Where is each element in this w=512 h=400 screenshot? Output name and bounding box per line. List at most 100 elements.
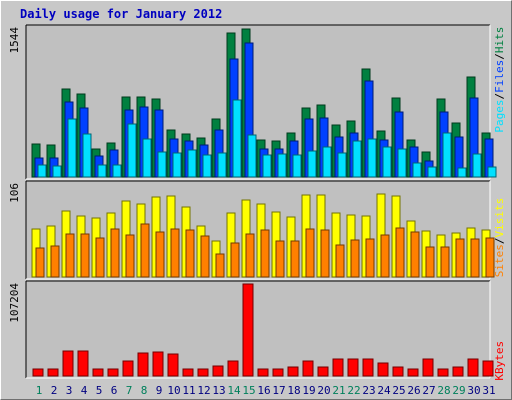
bar-sites-day-27: [425, 246, 435, 278]
bar-pages-day-31: [487, 166, 497, 178]
bar-pages-day-24: [382, 146, 392, 178]
x-tick-day-5: 5: [96, 384, 103, 397]
bar-kbytes-day-31: [482, 360, 494, 377]
bar-kbytes-day-30: [467, 358, 479, 377]
bar-pages-day-21: [337, 152, 347, 178]
panel-3-ymax-label: 107204: [8, 283, 21, 323]
x-tick-day-11: 11: [182, 384, 195, 397]
bar-sites-day-4: [80, 233, 90, 278]
bar-kbytes-day-29: [452, 366, 464, 377]
x-tick-day-14: 14: [227, 384, 241, 397]
bar-pages-day-9: [157, 151, 167, 178]
legend-separator: /: [493, 93, 506, 100]
bar-pages-day-27: [427, 166, 437, 178]
bar-sites-day-9: [155, 231, 165, 278]
bar-kbytes-day-17: [272, 368, 284, 377]
bar-kbytes-day-26: [407, 368, 419, 377]
bar-sites-day-15: [245, 233, 255, 278]
bar-kbytes-day-24: [377, 362, 389, 377]
panel-2-ymax-label: 106: [8, 183, 21, 203]
bar-pages-day-17: [277, 153, 287, 178]
bar-kbytes-day-13: [212, 365, 224, 377]
bar-sites-day-24: [380, 234, 390, 278]
bar-pages-day-30: [472, 153, 482, 178]
bar-sites-day-29: [455, 238, 465, 278]
bar-pages-day-22: [352, 140, 362, 178]
bar-sites-day-8: [140, 223, 150, 278]
bar-pages-day-6: [112, 164, 122, 178]
bar-kbytes-day-2: [47, 368, 59, 377]
bar-kbytes-day-18: [287, 366, 299, 377]
x-tick-day-7: 7: [126, 384, 133, 397]
x-tick-day-10: 10: [167, 384, 180, 397]
bar-kbytes-day-19: [302, 360, 314, 377]
x-tick-day-25: 25: [392, 384, 405, 397]
bar-pages-day-13: [217, 152, 227, 178]
bar-pages-day-16: [262, 154, 272, 178]
bar-pages-day-8: [142, 138, 152, 178]
bar-kbytes-day-15: [242, 283, 254, 377]
x-tick-day-12: 12: [197, 384, 210, 397]
bar-sites-day-13: [215, 253, 225, 278]
x-tick-day-29: 29: [452, 384, 465, 397]
bar-sites-day-16: [260, 229, 270, 278]
bar-kbytes-day-11: [182, 368, 194, 377]
panel-2-legend: Sites/Visits: [493, 198, 506, 278]
bar-kbytes-day-10: [167, 353, 179, 377]
x-tick-day-1: 1: [36, 384, 43, 397]
page-title: Daily usage for January 2012: [20, 7, 223, 21]
x-tick-day-8: 8: [141, 384, 148, 397]
bar-pages-day-7: [127, 123, 137, 178]
x-tick-day-2: 2: [51, 384, 58, 397]
bar-kbytes-day-27: [422, 358, 434, 377]
legend-sites: Sites: [493, 244, 506, 277]
bar-sites-day-22: [350, 239, 360, 278]
bar-sites-day-19: [305, 228, 315, 278]
bar-kbytes-day-5: [92, 368, 104, 377]
bar-pages-day-2: [52, 165, 62, 178]
legend-hits: Hits: [493, 27, 506, 54]
x-tick-day-13: 13: [212, 384, 225, 397]
bar-sites-day-6: [110, 228, 120, 278]
panel-1-ymax-label: 1544: [8, 27, 21, 54]
x-tick-day-4: 4: [81, 384, 88, 397]
x-tick-day-24: 24: [377, 384, 391, 397]
bar-pages-day-19: [307, 150, 317, 178]
x-tick-day-28: 28: [437, 384, 450, 397]
bar-kbytes-day-16: [257, 368, 269, 377]
x-tick-day-23: 23: [362, 384, 375, 397]
bar-pages-day-23: [367, 138, 377, 178]
bar-kbytes-day-7: [122, 360, 134, 377]
bar-kbytes-day-9: [152, 351, 164, 377]
bar-sites-day-11: [185, 229, 195, 278]
bar-sites-day-14: [230, 242, 240, 278]
bar-pages-day-18: [292, 154, 302, 178]
bar-pages-day-28: [442, 132, 452, 178]
bar-kbytes-day-28: [437, 368, 449, 377]
x-tick-day-9: 9: [156, 384, 163, 397]
x-tick-day-22: 22: [347, 384, 360, 397]
bar-sites-day-18: [290, 240, 300, 278]
x-tick-day-20: 20: [317, 384, 330, 397]
bar-sites-day-30: [470, 238, 480, 278]
bar-sites-day-2: [50, 245, 60, 278]
panel-1-legend: Pages/Files/Hits: [493, 27, 506, 133]
bar-pages-day-14: [232, 99, 242, 178]
bar-kbytes-day-6: [107, 368, 119, 377]
x-tick-day-31: 31: [482, 384, 495, 397]
bar-pages-day-25: [397, 148, 407, 178]
x-tick-day-16: 16: [257, 384, 270, 397]
bar-kbytes-day-23: [362, 358, 374, 377]
bar-sites-day-5: [95, 237, 105, 278]
bar-pages-day-12: [202, 154, 212, 178]
x-tick-day-6: 6: [111, 384, 118, 397]
x-tick-day-18: 18: [287, 384, 300, 397]
bar-pages-day-26: [412, 162, 422, 178]
x-tick-day-27: 27: [422, 384, 435, 397]
bar-kbytes-day-22: [347, 358, 359, 377]
bar-sites-day-7: [125, 234, 135, 278]
bar-kbytes-day-25: [392, 366, 404, 377]
legend-kbytes: KBytes: [493, 341, 506, 381]
bar-sites-day-25: [395, 227, 405, 278]
bar-sites-day-23: [365, 238, 375, 278]
